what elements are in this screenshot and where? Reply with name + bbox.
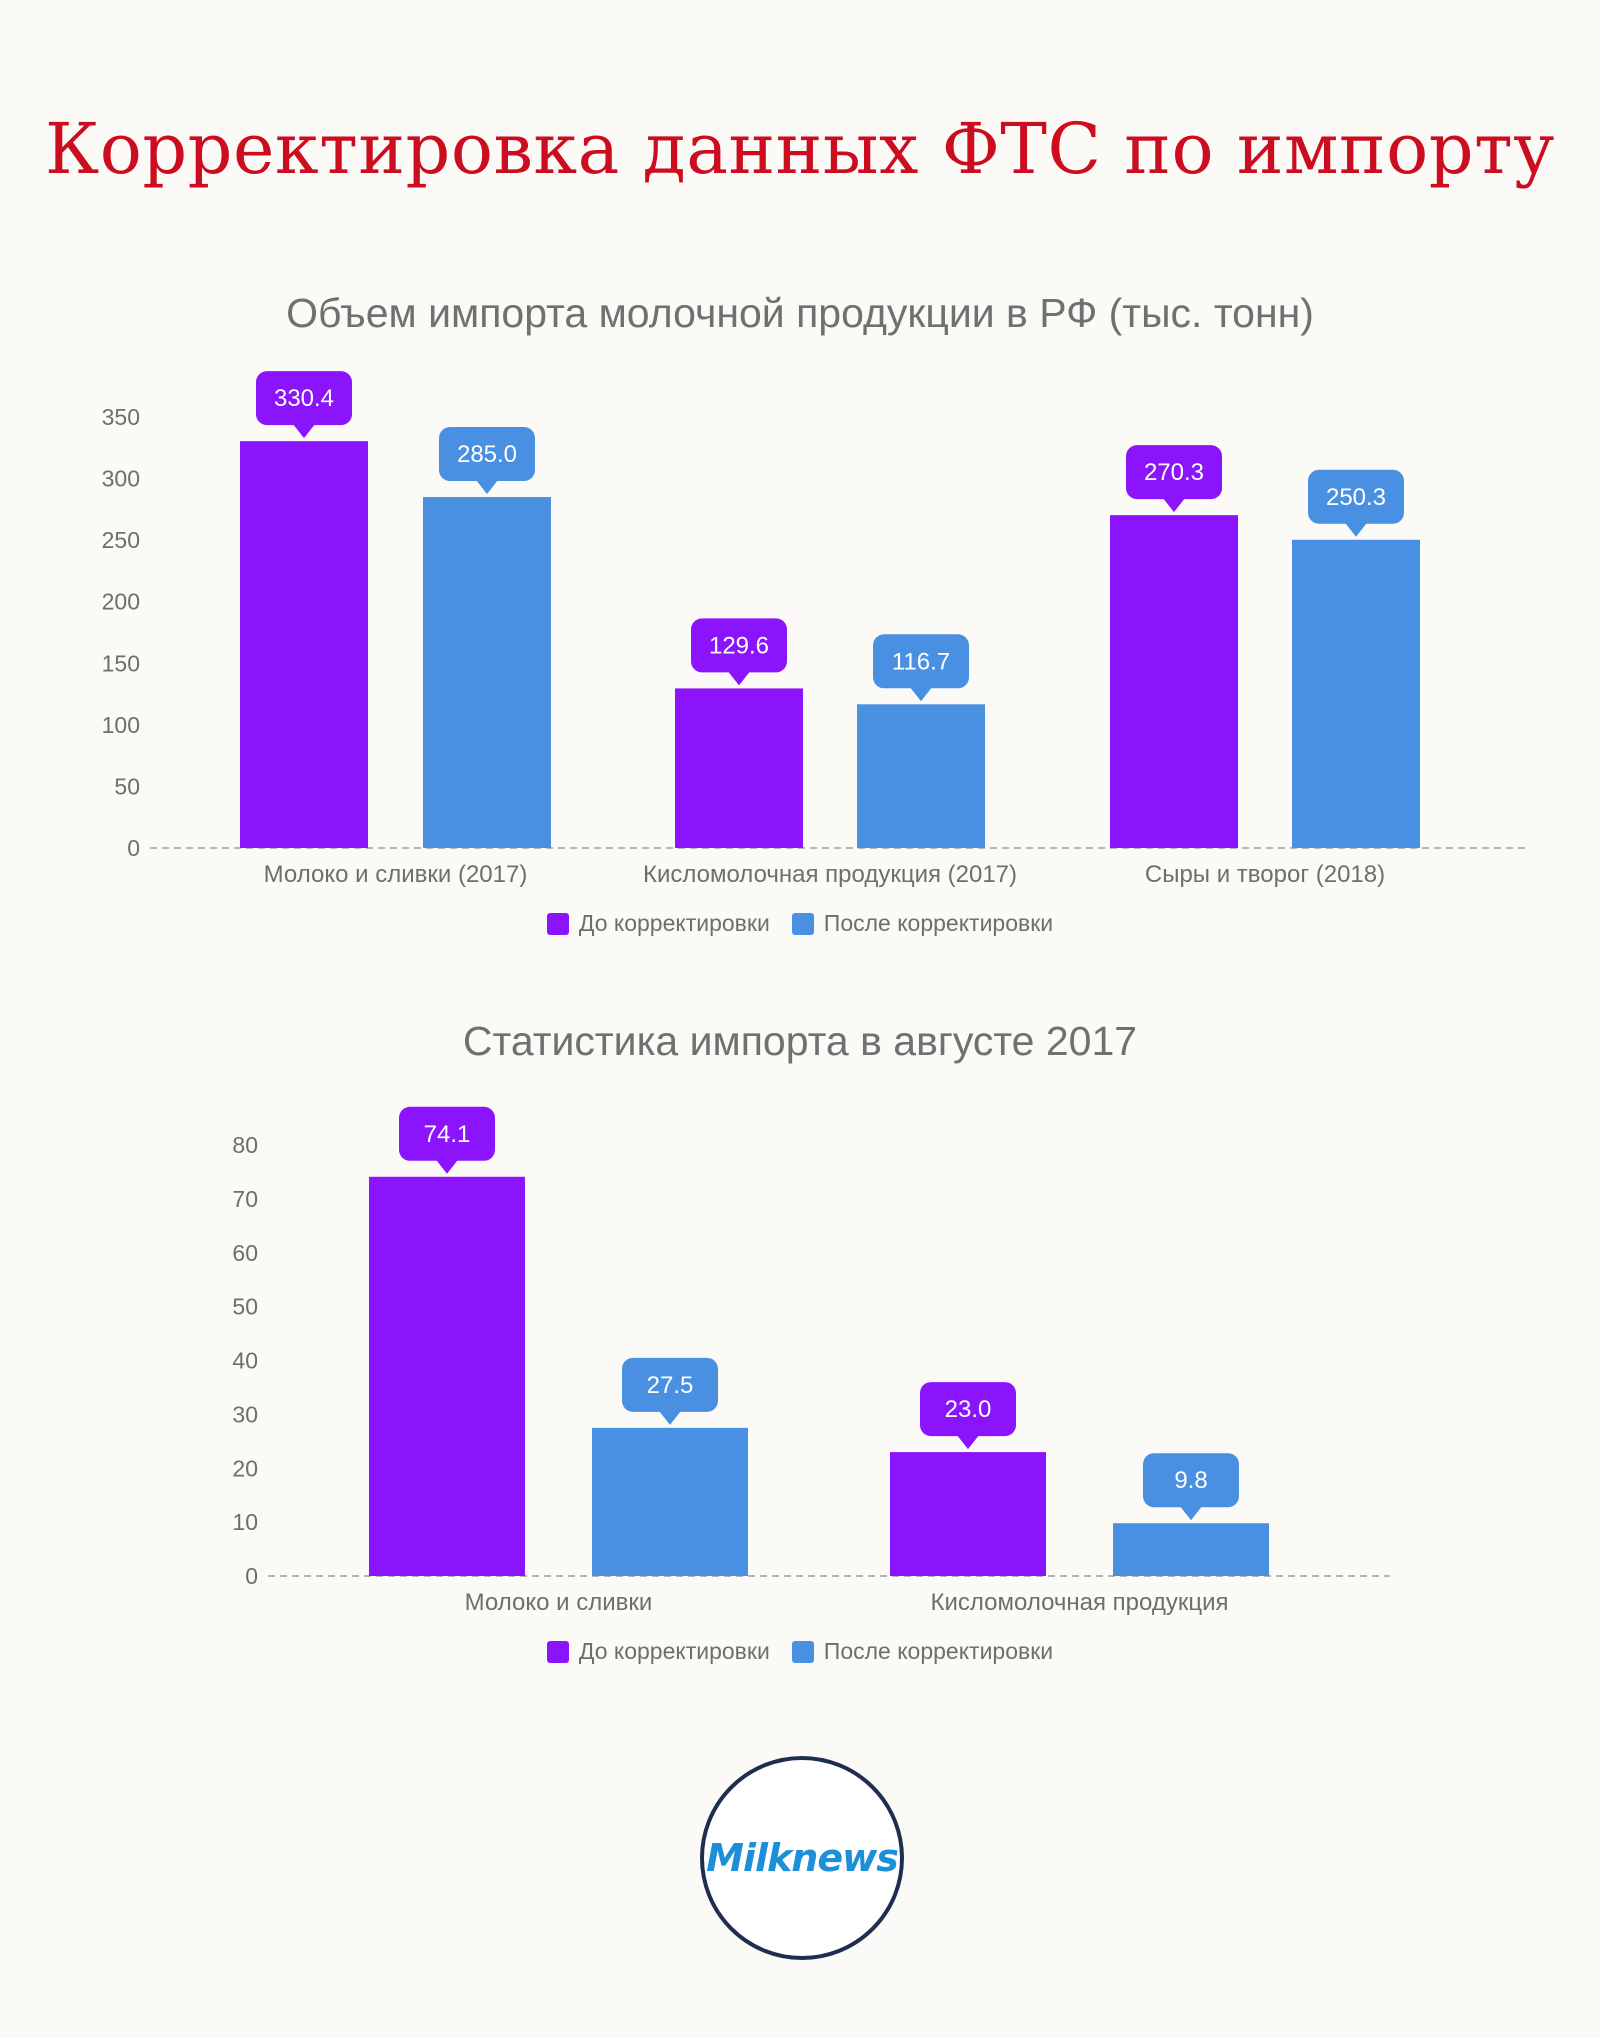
chart-1-legend: До корректировки После корректировки — [0, 910, 1600, 937]
data-label-bubble — [622, 1357, 718, 1412]
data-label-pointer — [1180, 1506, 1202, 1521]
x-category-label: Молоко и сливки (2017) — [264, 861, 528, 888]
bar-before — [675, 688, 803, 848]
x-category-label: Кисломолочная продукция (2017) — [643, 861, 1017, 888]
data-label: 23.0 — [945, 1396, 992, 1423]
chart-2-legend: До корректировки После корректировки — [0, 1638, 1600, 1665]
y-tick-label: 20 — [232, 1455, 258, 1481]
data-label: 250.3 — [1326, 484, 1386, 511]
y-tick-label: 10 — [232, 1509, 258, 1535]
page-title: Корректировка данных ФТС по импорту — [45, 108, 1555, 190]
data-label-pointer — [728, 671, 750, 686]
data-label: 116.7 — [892, 648, 950, 675]
legend-item-before[interactable]: До корректировки — [546, 910, 770, 937]
data-label-bubble — [256, 371, 352, 426]
y-tick-label: 200 — [102, 589, 140, 615]
data-label-bubble — [399, 1106, 495, 1161]
y-tick-label: 250 — [102, 527, 140, 553]
legend-item-after[interactable]: После корректировки — [791, 1638, 1054, 1665]
chart-1-import-volume: 0 50 100 150 200 250 300 350 330.4 285.0 Молоко и … — [102, 371, 1525, 888]
data-label-pointer — [659, 1410, 681, 1425]
data-label-bubble — [1308, 469, 1404, 524]
bar-after — [1113, 1523, 1269, 1576]
legend-item-before[interactable]: До корректировки — [546, 1638, 770, 1665]
y-tick-label: 50 — [114, 773, 140, 799]
chart-1-title: Объем импорта молочной продукции в РФ (т… — [286, 290, 1314, 336]
data-label-bubble — [1126, 445, 1222, 500]
y-tick-label: 0 — [127, 835, 140, 861]
data-label-pointer — [293, 424, 315, 439]
chart-2-title: Статистика импорта в августе 2017 — [462, 1018, 1138, 1064]
bar-before — [890, 1452, 1046, 1576]
y-tick-label: 30 — [232, 1401, 258, 1427]
legend-item-after[interactable]: После корректировки — [791, 910, 1054, 937]
data-label-bubble — [873, 634, 969, 689]
data-label: 285.0 — [457, 441, 517, 468]
data-label-pointer — [910, 687, 932, 702]
data-label: 129.6 — [709, 632, 769, 659]
bar-after — [592, 1427, 748, 1576]
y-tick-label: 40 — [232, 1348, 258, 1374]
legend-swatch-before — [546, 912, 569, 935]
legend-swatch-before — [546, 1640, 569, 1663]
data-label-pointer — [436, 1159, 458, 1174]
y-tick-label: 350 — [102, 404, 140, 430]
legend-swatch-after — [791, 1640, 814, 1663]
y-tick-label: 60 — [232, 1240, 258, 1266]
data-label-pointer — [957, 1435, 979, 1450]
data-label: 270.3 — [1144, 459, 1204, 486]
x-category-label: Кисломолочная продукция — [930, 1589, 1228, 1616]
data-label: 27.5 — [647, 1372, 694, 1399]
y-tick-label: 80 — [232, 1132, 258, 1158]
y-tick-label: 50 — [232, 1294, 258, 1320]
bar-after — [423, 497, 551, 848]
legend-label-after: После корректировки — [823, 1638, 1054, 1664]
y-tick-label: 0 — [245, 1563, 258, 1589]
data-label: 9.8 — [1174, 1467, 1207, 1494]
legend-label-before: До корректировки — [578, 910, 770, 936]
data-label: 330.4 — [274, 385, 334, 412]
x-category-label: Молоко и сливки — [465, 1589, 653, 1616]
milknews-logo: Milknews — [700, 1756, 904, 1960]
bar-before — [1110, 515, 1238, 848]
data-label-bubble — [691, 618, 787, 673]
legend-swatch-after — [791, 912, 814, 935]
chart-2-august-stats: 0 10 20 30 40 50 60 70 80 74.1 27.5 Молоко и сливки… — [232, 1106, 1390, 1616]
bar-after — [1292, 539, 1420, 848]
y-tick-label: 100 — [102, 712, 140, 738]
bar-before — [240, 441, 368, 848]
data-label-bubble — [1143, 1453, 1239, 1508]
legend-label-before: До корректировки — [578, 1638, 770, 1664]
data-label-pointer — [1163, 498, 1185, 513]
data-label-bubble — [439, 427, 535, 482]
bar-after — [857, 704, 985, 848]
legend-label-after: После корректировки — [823, 910, 1054, 936]
logo-text: Milknews — [706, 1836, 899, 1880]
y-tick-label: 70 — [232, 1186, 258, 1212]
x-category-label: Сыры и творог (2018) — [1145, 861, 1385, 888]
data-label: 74.1 — [424, 1121, 471, 1148]
bar-before — [369, 1176, 525, 1576]
data-label-bubble — [920, 1382, 1016, 1437]
y-tick-label: 300 — [102, 466, 140, 492]
data-label-pointer — [1345, 522, 1367, 537]
y-tick-label: 150 — [102, 650, 140, 676]
data-label-pointer — [476, 480, 498, 495]
